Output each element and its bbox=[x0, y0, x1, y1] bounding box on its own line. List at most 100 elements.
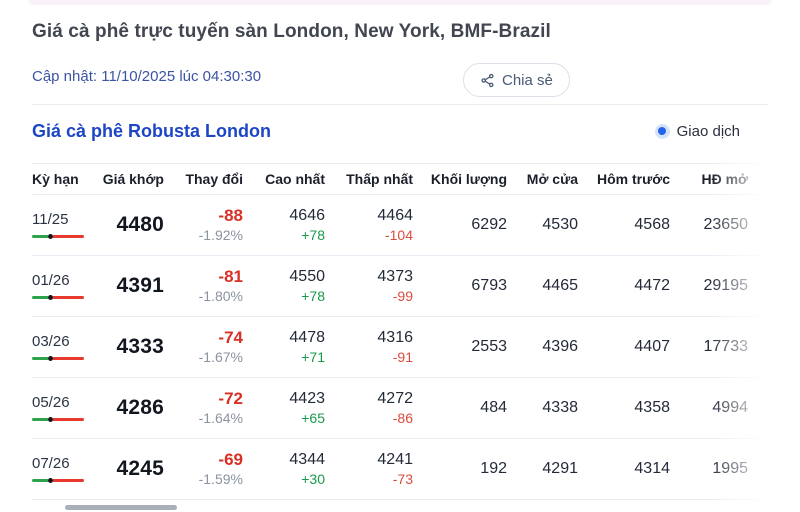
volume: 2553 bbox=[471, 338, 507, 355]
change-percent: -1.64% bbox=[198, 410, 243, 426]
change-percent: -1.92% bbox=[198, 227, 243, 243]
change-value: -81 bbox=[218, 267, 243, 286]
price-range-indicator bbox=[32, 417, 84, 422]
price-range-indicator bbox=[32, 356, 84, 361]
low-delta: -99 bbox=[392, 287, 413, 304]
term-cell[interactable]: 03/26 bbox=[32, 317, 88, 377]
table-row: 11/25 4480 -88 -1.92% 4646 +78 4464 -104… bbox=[32, 195, 768, 256]
col-header-open-interest: HĐ mở bbox=[701, 171, 748, 187]
horizontal-scrollbar-thumb[interactable] bbox=[65, 505, 177, 510]
matched-price: 4245 bbox=[116, 457, 164, 480]
contract-term[interactable]: 11/25 bbox=[32, 211, 69, 228]
low-cell: 4373 -99 bbox=[325, 256, 413, 316]
change-value: -72 bbox=[218, 389, 243, 408]
change-value: -88 bbox=[218, 206, 243, 225]
low-delta: -86 bbox=[392, 409, 413, 426]
low-delta: -73 bbox=[392, 470, 413, 487]
change-cell: -81 -1.80% bbox=[164, 256, 243, 316]
price-range-indicator bbox=[32, 478, 84, 483]
section-header: Giá cà phê Robusta London Giao dịch bbox=[32, 117, 768, 145]
previous-price: 4314 bbox=[634, 460, 670, 477]
high-delta: +78 bbox=[301, 226, 325, 243]
contract-term[interactable]: 03/26 bbox=[32, 333, 70, 350]
price-range-indicator bbox=[32, 295, 84, 300]
previous-price: 4358 bbox=[634, 399, 670, 416]
high-cell: 4646 +78 bbox=[243, 195, 325, 255]
table-header-row: Kỳ hạn Giá khớp Thay đổi Cao nhất Thấp n… bbox=[32, 163, 768, 195]
low-cell: 4272 -86 bbox=[325, 378, 413, 438]
volume: 6793 bbox=[471, 277, 507, 294]
section-title: Giá cà phê Robusta London bbox=[32, 121, 272, 141]
change-cell: -88 -1.92% bbox=[164, 195, 243, 255]
low-value: 4272 bbox=[377, 389, 413, 407]
page-title: Giá cà phê trực tuyến sàn London, New Yo… bbox=[32, 21, 551, 42]
contract-term[interactable]: 07/26 bbox=[32, 455, 70, 472]
volume: 192 bbox=[480, 460, 507, 477]
previous-price: 4472 bbox=[634, 277, 670, 294]
matched-price: 4391 bbox=[116, 274, 164, 297]
high-value: 4478 bbox=[289, 328, 325, 346]
legend-giao-dich[interactable]: Giao dịch bbox=[654, 122, 740, 140]
high-cell: 4478 +71 bbox=[243, 317, 325, 377]
high-delta: +71 bbox=[301, 348, 325, 365]
open-price: 4291 bbox=[542, 460, 578, 477]
open-price: 4338 bbox=[542, 399, 578, 416]
volume: 6292 bbox=[471, 216, 507, 233]
change-cell: -72 -1.64% bbox=[164, 378, 243, 438]
open-price: 4396 bbox=[542, 338, 578, 355]
contract-term[interactable]: 05/26 bbox=[32, 394, 70, 411]
open-interest: 17733 bbox=[703, 338, 749, 355]
matched-price: 4286 bbox=[116, 396, 164, 419]
open-interest: 1995 bbox=[712, 460, 748, 477]
high-cell: 4423 +65 bbox=[243, 378, 325, 438]
legend-label: Giao dịch bbox=[676, 122, 740, 140]
col-header-term: Kỳ hạn bbox=[32, 171, 79, 187]
term-cell[interactable]: 01/26 bbox=[32, 256, 88, 316]
high-cell: 4344 +30 bbox=[243, 439, 325, 499]
price-table: Kỳ hạn Giá khớp Thay đổi Cao nhất Thấp n… bbox=[32, 163, 780, 500]
open-price: 4465 bbox=[542, 277, 578, 294]
high-delta: +30 bbox=[301, 470, 325, 487]
share-button-label: Chia sẻ bbox=[502, 71, 553, 89]
low-value: 4464 bbox=[377, 206, 413, 224]
term-cell[interactable]: 11/25 bbox=[32, 195, 88, 255]
change-value: -69 bbox=[218, 450, 243, 469]
col-header-change: Thay đổi bbox=[185, 171, 243, 187]
previous-price: 4568 bbox=[634, 216, 670, 233]
high-value: 4550 bbox=[289, 267, 325, 285]
change-percent: -1.80% bbox=[198, 288, 243, 304]
high-value: 4646 bbox=[289, 206, 325, 224]
low-cell: 4316 -91 bbox=[325, 317, 413, 377]
col-header-low: Thấp nhất bbox=[346, 171, 413, 187]
high-delta: +65 bbox=[301, 409, 325, 426]
header-divider bbox=[32, 104, 768, 105]
volume: 484 bbox=[480, 399, 507, 416]
change-cell: -74 -1.67% bbox=[164, 317, 243, 377]
top-banner-edge bbox=[28, 0, 772, 5]
low-cell: 4464 -104 bbox=[325, 195, 413, 255]
update-timestamp: Cập nhật: 11/10/2025 lúc 04:30:30 bbox=[32, 68, 262, 85]
low-delta: -91 bbox=[392, 348, 413, 365]
open-interest: 4994 bbox=[712, 399, 748, 416]
share-icon bbox=[481, 73, 494, 87]
high-cell: 4550 +78 bbox=[243, 256, 325, 316]
col-header-volume: Khối lượng bbox=[430, 171, 507, 187]
share-button[interactable]: Chia sẻ bbox=[463, 63, 570, 97]
change-percent: -1.59% bbox=[198, 471, 243, 487]
open-price: 4530 bbox=[542, 216, 578, 233]
change-cell: -69 -1.59% bbox=[164, 439, 243, 499]
contract-term[interactable]: 01/26 bbox=[32, 272, 70, 289]
col-header-open: Mở cửa bbox=[526, 171, 578, 187]
legend-dot-icon bbox=[654, 123, 670, 139]
low-delta: -104 bbox=[384, 226, 413, 243]
col-header-high: Cao nhất bbox=[265, 171, 325, 187]
high-value: 4423 bbox=[289, 389, 325, 407]
term-cell[interactable]: 05/26 bbox=[32, 378, 88, 438]
table-row: 07/26 4245 -69 -1.59% 4344 +30 4241 -73 … bbox=[32, 439, 768, 500]
low-value: 4373 bbox=[377, 267, 413, 285]
term-cell[interactable]: 07/26 bbox=[32, 439, 88, 499]
update-row: Cập nhật: 11/10/2025 lúc 04:30:30 Chia s… bbox=[32, 63, 768, 97]
low-value: 4316 bbox=[377, 328, 413, 346]
col-header-previous: Hôm trước bbox=[597, 171, 670, 187]
